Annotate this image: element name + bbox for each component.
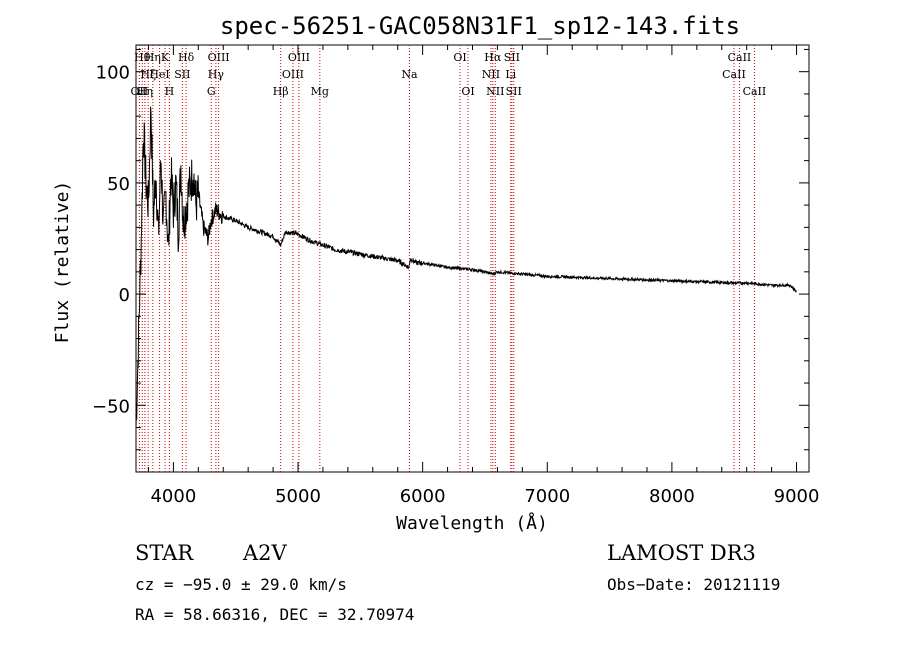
line-label-2: Hη bbox=[137, 85, 153, 98]
y-axis-label: Flux (relative) bbox=[52, 181, 73, 344]
line-label-7: H bbox=[165, 85, 175, 98]
y-tick-label-2: 50 bbox=[107, 174, 130, 195]
line-label-20: NII bbox=[482, 68, 500, 81]
plot-frame bbox=[135, 44, 810, 473]
line-labels: OIIHθHηHζHηHeIKHSIIHδGHγOIIIHβOIIIOIIIMg… bbox=[131, 51, 767, 98]
line-label-23: Li bbox=[505, 68, 516, 81]
line-label-5: HeI bbox=[149, 68, 169, 81]
redshift-cz: cz = −95.0 ± 29.0 km/s bbox=[135, 575, 347, 594]
chart-title: spec-56251-GAC058N31F1_sp12-143.fits bbox=[220, 12, 740, 40]
line-label-13: Hβ bbox=[273, 85, 289, 98]
x-tick-label-3: 7000 bbox=[524, 486, 570, 507]
line-label-8: SII bbox=[174, 68, 190, 81]
line-label-22: NII bbox=[486, 85, 504, 98]
line-label-26: CaII bbox=[722, 68, 746, 81]
line-label-0: OII bbox=[131, 85, 149, 98]
x-tick-label-5: 9000 bbox=[774, 486, 820, 507]
line-label-18: OI bbox=[453, 51, 466, 64]
line-label-6: K bbox=[161, 51, 170, 64]
x-axis-label: Wavelength (Å) bbox=[396, 512, 548, 534]
line-label-24: SII bbox=[504, 51, 520, 64]
line-label-10: G bbox=[207, 85, 216, 98]
y-tick-label-3: 100 bbox=[96, 63, 130, 84]
survey-name: LAMOST DR3 bbox=[607, 541, 756, 565]
x-tick-label-0: 4000 bbox=[150, 486, 196, 507]
y-tick-label-0: −50 bbox=[92, 396, 130, 417]
line-label-21: Hα bbox=[484, 51, 502, 64]
line-label-19: OI bbox=[461, 85, 474, 98]
line-label-28: CaII bbox=[743, 85, 767, 98]
line-label-11: Hγ bbox=[208, 68, 225, 81]
line-label-9: Hδ bbox=[178, 51, 195, 64]
line-label-25: SII bbox=[506, 85, 522, 98]
line-label-17: Na bbox=[401, 68, 418, 81]
line-label-15: OIII bbox=[288, 51, 310, 64]
x-tick-label-1: 5000 bbox=[275, 486, 321, 507]
line-label-1: Hθ bbox=[134, 51, 151, 64]
ra-dec: RA = 58.66316, DEC = 32.70974 bbox=[135, 605, 414, 624]
line-label-4: Hη bbox=[145, 51, 161, 64]
line-label-16: Mg bbox=[311, 85, 329, 98]
line-markers bbox=[138, 45, 755, 472]
obs-date: Obs−Date: 20121119 bbox=[607, 575, 780, 594]
object-subclass: A2V bbox=[242, 541, 288, 565]
spectrum-line bbox=[135, 106, 797, 429]
line-label-27: CaII bbox=[728, 51, 752, 64]
y-tick-label-1: 0 bbox=[119, 285, 130, 306]
object-type: STAR bbox=[135, 541, 194, 565]
x-axis-ticks: 4000 5000 6000 7000 8000 9000 bbox=[147, 45, 820, 507]
x-tick-label-4: 8000 bbox=[649, 486, 695, 507]
y-axis-ticks: −50 0 50 100 bbox=[92, 48, 809, 451]
line-label-14: OIII bbox=[282, 68, 304, 81]
line-label-12: OIII bbox=[208, 51, 230, 64]
x-tick-label-2: 6000 bbox=[400, 486, 446, 507]
